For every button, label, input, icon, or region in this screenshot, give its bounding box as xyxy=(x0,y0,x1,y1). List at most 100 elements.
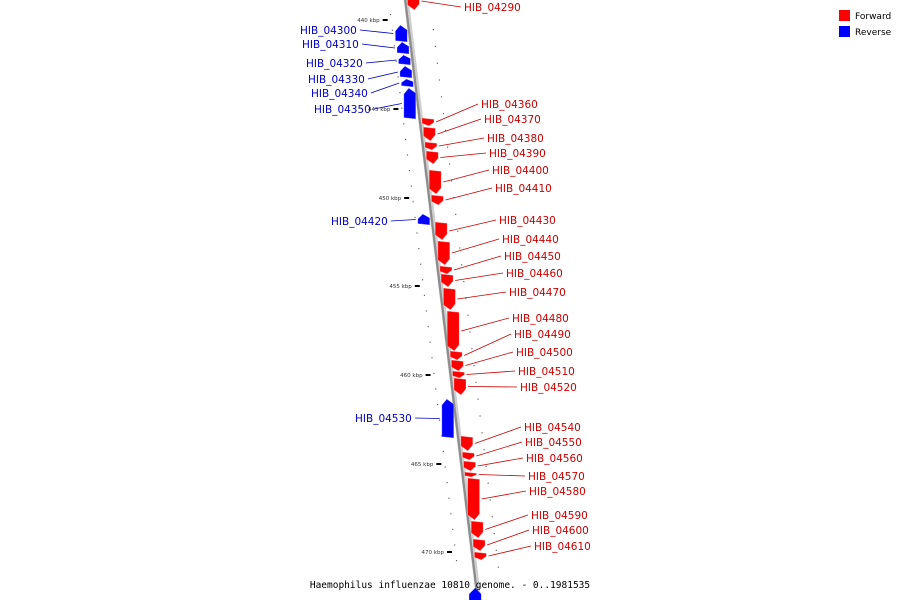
minor-tick-dot xyxy=(459,247,461,249)
gene-features xyxy=(394,0,487,600)
major-tick xyxy=(436,463,442,465)
tick-label: 445 kbp xyxy=(368,107,391,113)
label-leader-line xyxy=(455,272,504,281)
minor-tick-dot xyxy=(448,497,450,499)
minor-tick-dot xyxy=(461,264,463,266)
gene-label-hib_04430: HIB_04430 xyxy=(499,215,556,227)
gene-arrow-highlight xyxy=(428,169,442,195)
gene-arrow-highlight xyxy=(443,287,456,311)
gene-arrow-highlight xyxy=(421,117,435,127)
gene-label-hib_04340: HIB_04340 xyxy=(311,88,368,100)
tick-label: 450 kbp xyxy=(379,196,402,202)
minor-tick-dot xyxy=(435,388,437,390)
gene-arrow-hib_04460 xyxy=(441,274,454,287)
minor-tick-dot xyxy=(455,213,457,215)
gene-label-hib_04570: HIB_04570 xyxy=(528,471,585,483)
gene-arrow-hib_04500 xyxy=(451,360,464,371)
gene-arrow-hib_04480 xyxy=(447,311,460,351)
label-leader-line xyxy=(453,255,502,271)
minor-tick-dot xyxy=(444,129,447,131)
gene-arrow-highlight xyxy=(398,54,411,66)
major-tick xyxy=(382,19,388,21)
minor-tick-dot xyxy=(389,14,392,16)
minor-tick-dot xyxy=(471,348,473,350)
minor-tick-dots xyxy=(389,14,499,568)
gene-label-hib_04520: HIB_04520 xyxy=(520,382,577,394)
gene-arrow-hib_04300 xyxy=(395,25,408,42)
gene-arrow-highlight xyxy=(446,310,460,352)
gene-arrow-hib_04440 xyxy=(437,241,450,265)
major-tick xyxy=(446,551,452,553)
minor-tick-dot xyxy=(446,146,449,148)
minor-tick-dot xyxy=(423,294,426,296)
minor-tick-dot xyxy=(401,107,403,109)
gene-arrow-hib_04290 xyxy=(407,0,420,10)
minor-tick-dot xyxy=(455,560,458,562)
label-leader-line xyxy=(435,103,479,123)
minor-tick-dot xyxy=(427,326,429,328)
gene-label-hib_04330: HIB_04330 xyxy=(308,74,365,86)
gene-arrow-hib_04560 xyxy=(463,461,476,471)
gene-label-hib_04550: HIB_04550 xyxy=(525,437,582,449)
minor-tick-dot xyxy=(414,216,416,218)
gene-arrow-hib_04430 xyxy=(435,222,448,240)
label-leader-line xyxy=(466,370,516,375)
gene-label-hib_04350: HIB_04350 xyxy=(314,104,371,116)
gene-arrow-hib_04350 xyxy=(403,88,416,119)
minor-tick-dot xyxy=(444,466,446,468)
minor-tick-dot xyxy=(457,230,459,232)
gene-arrow-hib_04590 xyxy=(471,521,484,538)
gene-arrow-hib_04310 xyxy=(397,42,409,54)
gene-arrow-hib_04490 xyxy=(450,351,463,360)
minor-tick-dot xyxy=(403,123,405,125)
minor-tick-dot xyxy=(418,248,420,250)
gene-arrow-highlight xyxy=(394,24,408,43)
gene-arrow-highlight xyxy=(470,520,484,539)
gene-arrow-hib_04570 xyxy=(464,472,477,477)
gene-arrow-hib_04370 xyxy=(423,127,436,141)
minor-tick-dot xyxy=(463,281,465,283)
gene-label-hib_04470: HIB_04470 xyxy=(509,287,566,299)
minor-tick-dot xyxy=(442,450,444,452)
gene-label-hib_04480: HIB_04480 xyxy=(512,313,569,325)
minor-tick-dot xyxy=(481,432,483,434)
gene-label-hib_04360: HIB_04360 xyxy=(481,99,538,111)
minor-tick-dot xyxy=(489,499,491,501)
minor-tick-dot xyxy=(450,513,452,515)
gene-arrow-hib_04420 xyxy=(417,214,430,225)
minor-tick-dot xyxy=(495,549,497,551)
minor-tick-dot xyxy=(479,415,481,417)
gene-arrow-highlight xyxy=(407,0,420,11)
minor-tick-dot xyxy=(393,45,395,47)
label-leader-line xyxy=(465,351,514,366)
minor-tick-dot xyxy=(436,62,439,64)
label-leader-line xyxy=(478,474,526,477)
gene-label-hib_04400: HIB_04400 xyxy=(492,165,549,177)
gene-arrow-highlight xyxy=(431,194,444,206)
label-leader-line xyxy=(449,219,497,232)
gene-arrow-hib_04540 xyxy=(460,436,473,451)
minor-tick-dot xyxy=(465,297,467,299)
gene-arrow-highlight xyxy=(396,41,410,55)
gene-arrow-highlight xyxy=(463,460,476,472)
gene-label-hib_04590: HIB_04590 xyxy=(531,510,588,522)
gene-arrow-highlight xyxy=(434,221,448,241)
genome-caption: Haemophilus influenzae 10810 genome. - 0… xyxy=(310,580,590,591)
gene-arrow-hib_04400 xyxy=(429,170,442,194)
major-tick xyxy=(393,108,399,110)
gene-labels: HIB_04290 HIB_04300 HIB_04310 HIB_04320 HIB_… xyxy=(300,2,591,553)
minor-tick-dot xyxy=(438,79,441,81)
minor-tick-dot xyxy=(454,544,456,546)
gene-arrow-hib_04550 xyxy=(462,452,475,460)
label-leader-line xyxy=(477,457,524,467)
label-leader-line xyxy=(421,0,462,8)
label-leader-line xyxy=(370,82,400,94)
gene-arrow-hib_04450 xyxy=(439,266,452,274)
minor-tick-dot xyxy=(406,154,409,156)
minor-tick-dot xyxy=(440,96,443,98)
minor-tick-dot xyxy=(448,163,451,165)
gene-label-hib_04540: HIB_04540 xyxy=(524,422,581,434)
gene-arrow-highlight xyxy=(425,150,439,165)
legend-label-forward: Forward xyxy=(855,12,891,22)
gene-arrow-highlight xyxy=(423,126,436,142)
